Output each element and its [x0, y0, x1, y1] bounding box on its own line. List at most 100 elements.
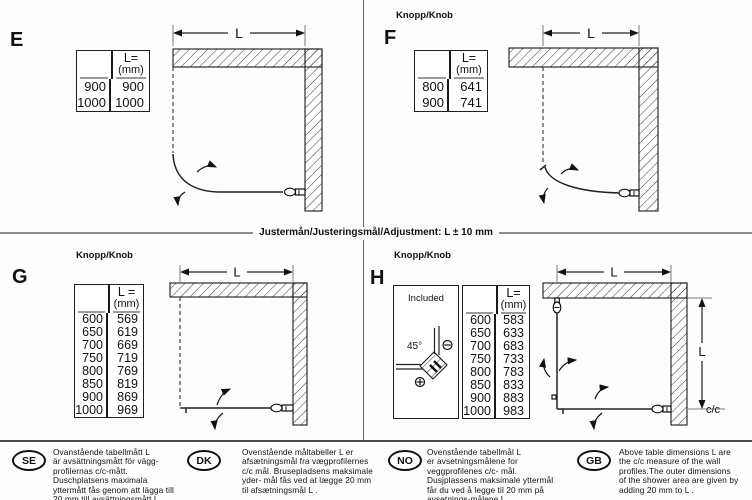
minus-icon [442, 339, 453, 351]
cell: 769 [117, 364, 138, 378]
section-letter-g: G [12, 266, 29, 288]
table-row: 700 669 [75, 339, 143, 352]
arrowhead-up-icon [698, 298, 706, 307]
badge-label: NO [397, 454, 413, 467]
knob-label-g: Knopp/Knob [76, 250, 133, 261]
cell: 619 [117, 325, 138, 339]
swing-arrow-icon [538, 187, 549, 205]
arrowhead-left-icon [180, 268, 189, 276]
table-g-header: L = (mm) [75, 285, 143, 313]
cell: 850 [463, 379, 496, 392]
table-row: 1000 969 [75, 404, 143, 417]
table-e: L= (mm) 900 900 1000 1000 [76, 50, 150, 112]
cell: 633 [503, 326, 524, 340]
arrowhead-left-icon [543, 29, 552, 37]
wall-top [508, 47, 659, 68]
table-row: 700 683 [463, 340, 529, 353]
cell: 741 [460, 95, 482, 110]
cell: 783 [503, 365, 524, 379]
badge-se: SE [12, 450, 46, 471]
arrowhead-right-icon [296, 29, 305, 37]
wall-top [169, 282, 308, 298]
cell: 883 [503, 391, 524, 405]
adjustment-divider: Justermån/Justeringsmål/Adjustment: L ± … [0, 227, 752, 238]
table-row: 850 833 [463, 379, 529, 392]
cell: 1000 [115, 95, 144, 110]
cell: 869 [117, 390, 138, 404]
cell: 583 [503, 313, 524, 327]
cell: 683 [503, 339, 524, 353]
swing-arrow-icon [594, 384, 610, 400]
table-row: 800 783 [463, 366, 529, 379]
table-row: 1000 1000 [77, 95, 149, 111]
rule-right [498, 231, 752, 234]
cell: 700 [463, 340, 496, 353]
section-letter-h: H [370, 267, 385, 289]
cell: 569 [117, 312, 138, 326]
knob-label-h: Knopp/Knob [394, 250, 451, 261]
table-row: 900 741 [415, 95, 487, 111]
header-l: L = [117, 285, 136, 299]
table-row: 750 719 [75, 352, 143, 365]
cell: 669 [117, 338, 138, 352]
corner-bracket-icon: 45° [396, 326, 453, 388]
cell: 733 [503, 352, 524, 366]
table-row: 650 619 [75, 326, 143, 339]
empty-header-cell [77, 51, 113, 79]
cell: 800 [75, 365, 108, 378]
cell: 1000 [77, 95, 111, 111]
wall-top [542, 282, 688, 299]
footer-text-no: Ovenstående tabellmål L er avsetningsmål… [427, 447, 554, 500]
cell: 719 [117, 351, 138, 365]
cell: 900 [463, 392, 496, 405]
adjustment-label: Justermån/Justeringsmål/Adjustment: L ± … [259, 227, 493, 238]
included-label: Included [408, 293, 444, 304]
cell: 969 [117, 403, 138, 417]
cell: 641 [460, 79, 482, 94]
table-e-header: L= (mm) [77, 51, 149, 79]
included-box: Included 45° [393, 285, 459, 419]
table-g: L = (mm) 600 569 650 619 700 669 750 719 800… [74, 284, 144, 418]
cell: 800 [463, 366, 496, 379]
cell: 900 [77, 79, 111, 95]
empty-header-cell [415, 51, 451, 79]
badge-label: GB [586, 454, 602, 467]
badge-dk: DK [187, 450, 221, 471]
table-row: 850 819 [75, 378, 143, 391]
knob-mount [294, 188, 306, 196]
table-row: 900 883 [463, 392, 529, 405]
table-row: 800 641 [415, 79, 487, 95]
dimension-label-right: L [698, 344, 705, 359]
table-row: 650 633 [463, 327, 529, 340]
diagram-e: L [172, 25, 323, 212]
swing-arrow-icon [196, 160, 218, 173]
arrowhead-down-icon [698, 400, 706, 409]
header-unit: (mm) [500, 298, 527, 311]
cell: 850 [75, 378, 108, 391]
table-h-header: L= (mm) [463, 286, 529, 314]
badge-no: NO [388, 450, 422, 471]
angle-label: 45° [407, 341, 422, 352]
section-letter-f: F [384, 27, 397, 49]
header-l: L= [123, 51, 139, 65]
swing-arrow-icon [558, 357, 578, 372]
divider-e-f [363, 0, 364, 227]
cell: 900 [75, 391, 108, 404]
diagram-f: L [508, 25, 659, 212]
dimension-label: L [235, 25, 243, 41]
empty-header-cell [75, 285, 110, 313]
badge-label: SE [21, 454, 36, 467]
cell: 819 [117, 377, 138, 391]
header-l: L= [461, 51, 477, 65]
cell: 1000 [75, 404, 108, 417]
header-unit: (mm) [456, 63, 482, 76]
footer-text-dk: Ovenstående måltabeller L er afsætningsm… [242, 447, 373, 495]
cc-label: c/c [706, 404, 721, 416]
wall-right [304, 48, 323, 212]
badge-label: DK [196, 454, 212, 467]
dimension-label: L [587, 25, 595, 41]
table-row: 800 769 [75, 365, 143, 378]
swing-arrow-icon [216, 388, 232, 406]
hinge-mark [551, 394, 557, 400]
